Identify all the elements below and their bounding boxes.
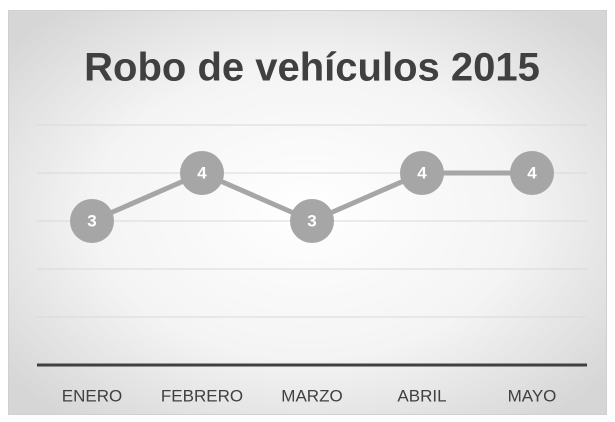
x-tick-label: MAYO — [508, 386, 557, 405]
data-marker — [70, 199, 114, 243]
chart-title: Robo de vehículos 2015 — [84, 46, 540, 90]
data-marker — [400, 151, 444, 195]
data-marker — [290, 199, 334, 243]
x-tick-label: ENERO — [62, 386, 122, 405]
x-tick-label: ABRIL — [397, 386, 446, 405]
x-tick-label: FEBRERO — [161, 386, 243, 405]
data-label: 4 — [417, 163, 427, 182]
data-label: 4 — [527, 163, 537, 182]
data-marker — [180, 151, 224, 195]
data-marker — [510, 151, 554, 195]
data-label: 3 — [307, 211, 316, 230]
data-label: 3 — [87, 211, 96, 230]
x-tick-label: MARZO — [281, 386, 342, 405]
data-label: 4 — [197, 163, 207, 182]
